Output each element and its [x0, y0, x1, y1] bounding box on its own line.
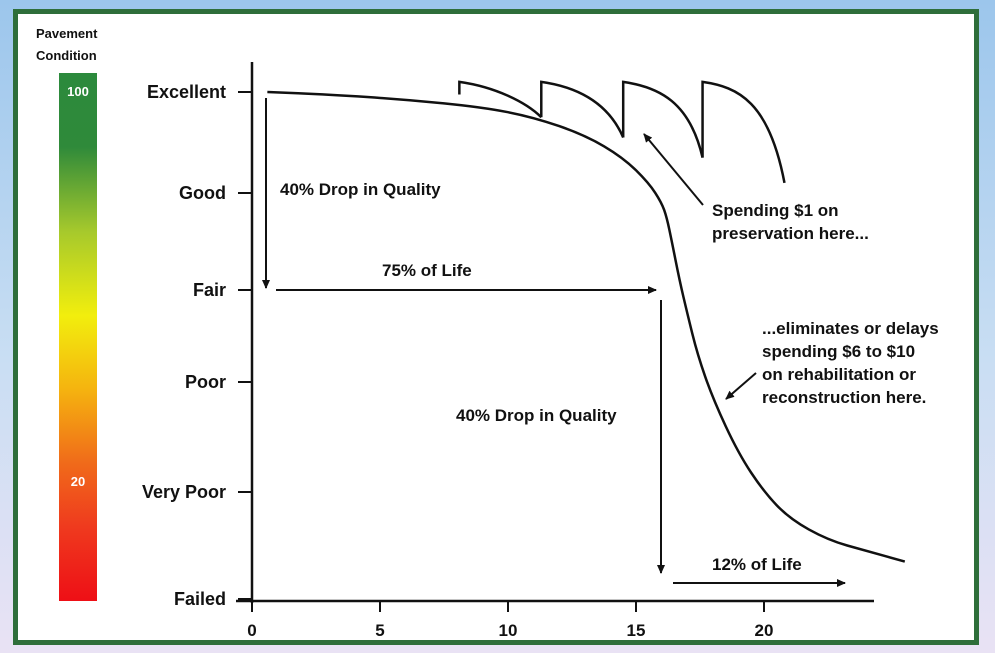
preservation-cycle-4 [701, 80, 786, 184]
annotation-life-75: 75% of Life [382, 261, 472, 280]
condition-color-bar [59, 73, 97, 601]
arrow-preservation [643, 133, 704, 206]
x-tick-label: 10 [499, 621, 518, 640]
annotation-rehab-line3: on rehabilitation or [762, 365, 916, 384]
scale-label-100: 100 [67, 84, 89, 99]
y-tick-label: Poor [185, 372, 226, 392]
annotation-rehab-line2: spending $6 to $10 [762, 342, 915, 361]
preservation-cycle-3 [621, 80, 704, 158]
preservation-cycle-1 [458, 80, 543, 119]
x-tick-label: 15 [627, 621, 646, 640]
y-tick-label: Fair [193, 280, 226, 300]
y-tick-label: Excellent [147, 82, 226, 102]
scale-label-20: 20 [71, 474, 85, 489]
annotation-quality-drop-1: 40% Drop in Quality [280, 180, 441, 199]
preservation-cycle-2 [540, 80, 625, 138]
y-tick-label: Good [179, 183, 226, 203]
scale-title-line2: Condition [36, 48, 97, 63]
y-tick-label: Failed [174, 589, 226, 609]
annotation-preservation-line2: preservation here... [712, 224, 869, 243]
y-tick-label: Very Poor [142, 482, 226, 502]
annotation-preservation-line1: Spending $1 on [712, 201, 839, 220]
annotation-rehab-line4: reconstruction here. [762, 388, 926, 407]
arrow-rehabilitation [725, 372, 757, 400]
annotation-rehab-line1: ...eliminates or delays [762, 319, 939, 338]
annotation-quality-drop-2: 40% Drop in Quality [456, 406, 617, 425]
deterioration-curve [267, 90, 906, 563]
scale-title-line1: Pavement [36, 26, 98, 41]
annotation-life-12: 12% of Life [712, 555, 802, 574]
x-tick-label: 0 [247, 621, 256, 640]
x-tick-label: 5 [375, 621, 384, 640]
chart-frame [13, 9, 979, 645]
x-tick-label: 20 [755, 621, 774, 640]
